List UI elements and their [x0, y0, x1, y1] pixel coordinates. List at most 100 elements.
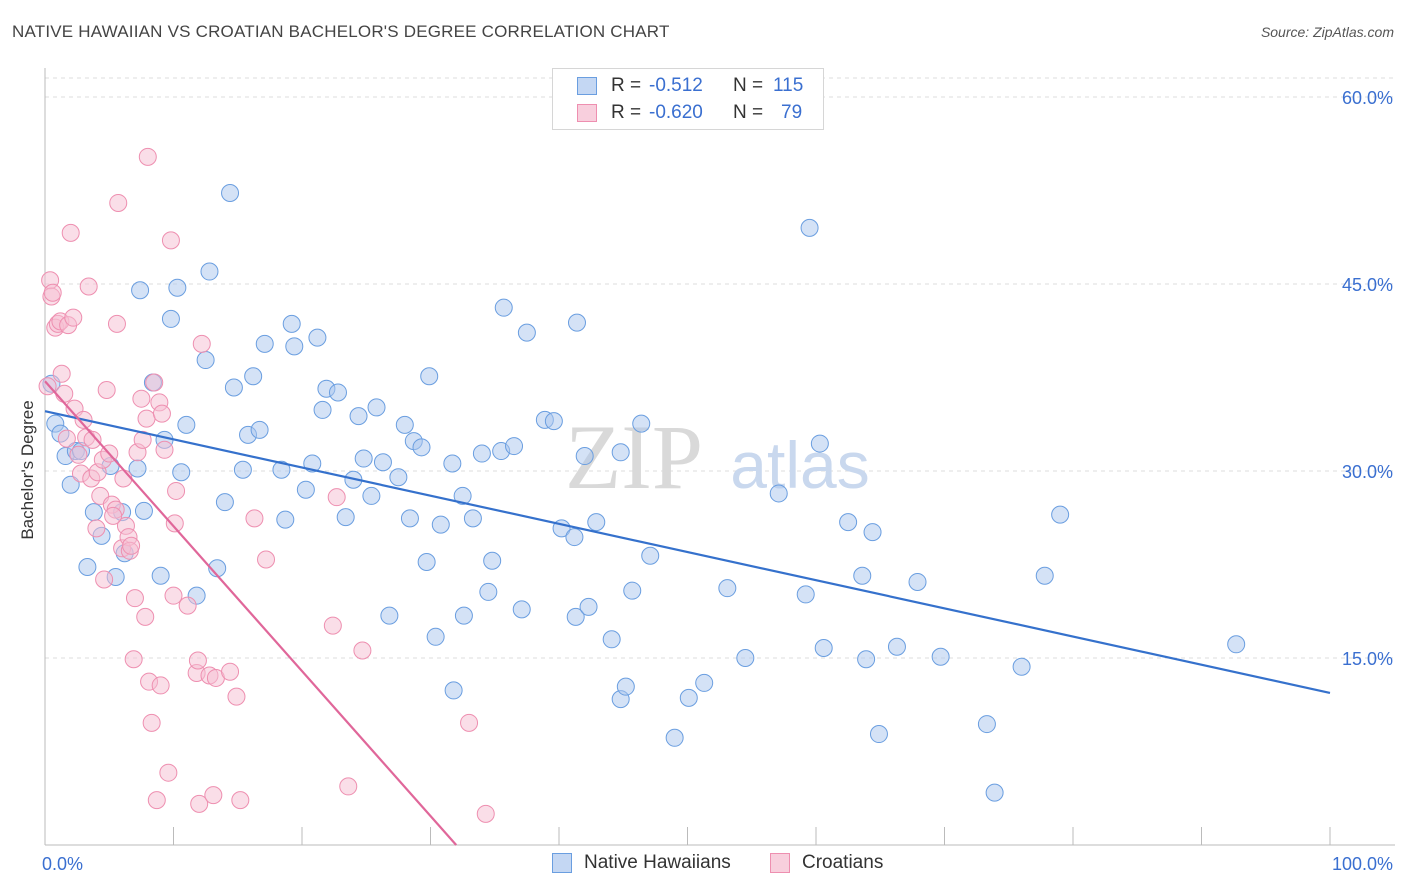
native-hawaiian-point — [575, 447, 594, 466]
native-hawaiian-point — [380, 606, 399, 625]
watermark-atlas: atlas — [730, 428, 869, 502]
native-hawaiian-point — [623, 581, 642, 600]
croatian-point — [476, 804, 495, 823]
croatian-point — [188, 651, 207, 670]
native-hawaiian-point — [1035, 566, 1054, 585]
croatian-point — [97, 380, 116, 399]
native-hawaiian-point — [587, 513, 606, 532]
native-hawaiian-point — [1012, 657, 1031, 676]
croatians-trend-line — [44, 380, 458, 846]
native-hawaiian-point — [78, 557, 97, 576]
native-hawaiian-point — [313, 400, 332, 419]
native-hawaiian-point — [417, 553, 436, 572]
croatian-point — [327, 488, 346, 507]
native-hawaiian-point — [168, 278, 187, 297]
croatian-point — [43, 283, 62, 302]
croatian-point — [151, 676, 170, 695]
croatian-point — [95, 570, 114, 589]
legend-n-value: 79 — [781, 102, 803, 123]
legend-n-label: N = — [733, 102, 764, 123]
croatian-point — [137, 409, 156, 428]
native-hawaiian-point — [328, 383, 347, 402]
native-hawaiian-point — [463, 509, 482, 528]
native-hawaiian-point — [244, 367, 263, 386]
legend-n-value: 115 — [773, 75, 804, 96]
native-hawaiian-point — [443, 454, 462, 473]
croatian-point — [257, 550, 276, 569]
legend-r-value: -0.512 — [649, 75, 703, 96]
native-hawaiian-point — [285, 337, 304, 356]
croatian-point — [133, 430, 152, 449]
native-hawaiian-point — [977, 715, 996, 734]
croatian-point — [155, 440, 174, 459]
native-hawaiian-point — [472, 444, 491, 463]
native-hawaiian-point — [453, 486, 472, 505]
croatian-point — [152, 404, 171, 423]
y-tick-label: 30.0% — [1342, 462, 1393, 482]
native-hawaiian-point — [800, 218, 819, 237]
correlation-legend: R = -0.512 N = 115 R = -0.620 N = 79 — [552, 68, 824, 130]
chart-source: Source: ZipAtlas.com — [1260, 24, 1394, 40]
native-hawaiian-point — [695, 673, 714, 692]
native-hawaiian-point — [810, 434, 829, 453]
croatian-point — [221, 662, 240, 681]
native-hawaiian-point — [224, 378, 243, 397]
native-hawaiian-point — [276, 510, 295, 529]
native-hawaiian-point — [172, 463, 191, 482]
native-hawaiian-point — [336, 508, 355, 527]
native-hawaiian-point — [517, 323, 536, 342]
native-hawaiian-point — [641, 546, 660, 565]
native-hawaiian-point — [512, 600, 531, 619]
native-hawaiian-point — [887, 637, 906, 656]
native-hawaiian-point — [131, 281, 150, 300]
croatian-point — [323, 616, 342, 635]
native-hawaiians-trend-line — [44, 410, 1331, 694]
croatian-point — [339, 777, 358, 796]
croatian-point — [460, 713, 479, 732]
native-hawaiian-point — [908, 572, 927, 591]
y-axis-label: Bachelor's Degree — [18, 400, 37, 539]
native-hawaiian-point — [814, 639, 833, 658]
legend-r-label: R = — [611, 75, 642, 96]
croatian-point — [167, 481, 186, 500]
croatian-point — [61, 223, 80, 242]
native-hawaiian-point — [128, 459, 147, 478]
croatians-swatch — [770, 853, 790, 873]
croatian-point — [114, 469, 133, 488]
native-hawaiian-point — [857, 650, 876, 669]
x-tick-label: 0.0% — [42, 854, 83, 874]
native-hawaiian-point — [196, 351, 215, 370]
native-hawaiian-point — [134, 501, 153, 520]
bottom-legend-label: Native Hawaiians — [584, 852, 731, 873]
y-tick-label: 60.0% — [1342, 88, 1393, 108]
croatian-point — [124, 650, 143, 669]
native-hawaiian-point — [567, 313, 586, 332]
native-hawaiian-point — [679, 688, 698, 707]
native-hawaiian-point — [1051, 505, 1070, 524]
native-hawaiian-point — [494, 298, 513, 317]
native-hawaiian-point — [853, 566, 872, 585]
native-hawaiian-point — [400, 509, 419, 528]
croatian-point — [231, 791, 250, 810]
native-hawaiian-point — [869, 725, 888, 744]
native-hawaiian-point — [579, 597, 598, 616]
native-hawaiian-point — [736, 649, 755, 667]
native-hawaiian-point — [84, 503, 103, 522]
x-tick-label: 100.0% — [1332, 854, 1393, 874]
native-hawaiian-point — [616, 677, 635, 696]
native-hawaiian-point — [282, 314, 301, 333]
croatian-point — [122, 536, 141, 555]
native-hawaiian-point — [349, 407, 368, 426]
croatian-point — [104, 506, 123, 525]
croatian-point — [107, 314, 126, 333]
native-hawaiians-swatch — [552, 853, 572, 873]
native-hawaiian-point — [454, 606, 473, 625]
croatian-point — [190, 794, 209, 813]
croatian-point — [192, 334, 211, 353]
native-hawaiian-point — [389, 468, 408, 487]
native-hawaiian-point — [296, 480, 315, 499]
croatian-point — [353, 641, 372, 660]
native-hawaiian-point — [769, 484, 788, 503]
native-hawaiian-point — [395, 415, 414, 434]
